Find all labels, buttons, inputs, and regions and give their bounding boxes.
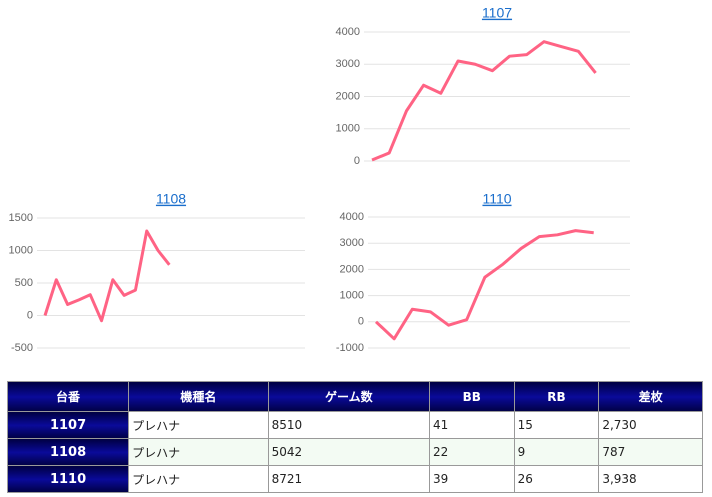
y-tick-label: 0 bbox=[358, 316, 364, 328]
header-cell: 差枚 bbox=[598, 381, 703, 412]
y-tick-label: 2000 bbox=[336, 90, 360, 102]
header-row: 台番 機種名 ゲーム数 BB RB 差枚 bbox=[6, 381, 703, 412]
cell: 2,730 bbox=[598, 411, 703, 439]
cell: プレハナ bbox=[128, 411, 269, 439]
y-tick-label: 0 bbox=[354, 155, 360, 167]
y-tick-label: 1000 bbox=[336, 123, 360, 135]
table-row: 1108 プレハナ 5042 22 9 787 bbox=[6, 438, 703, 466]
cell: 26 bbox=[513, 465, 600, 493]
cell: プレハナ bbox=[128, 465, 269, 493]
table-body: 1107 プレハナ 8510 41 15 2,730 1108 プレハナ 5042 22 9 787 1… bbox=[6, 411, 703, 493]
header-cell: RB bbox=[513, 381, 600, 412]
id-cell: 1110 bbox=[6, 465, 130, 493]
y-tick-label: 0 bbox=[27, 309, 33, 321]
y-tick-label: 3000 bbox=[336, 58, 360, 70]
data-table: 台番 機種名 ゲーム数 BB RB 差枚 1107 プレハナ 8510 41 15 2,730 110… bbox=[6, 381, 703, 493]
data-line bbox=[43, 229, 171, 323]
data-line bbox=[371, 40, 597, 162]
cell: 15 bbox=[513, 411, 600, 439]
charts: 1107 0 1000 2000 3000 4000 1108 -500 0 500 1000 150… bbox=[9, 5, 630, 354]
y-tick-label: -500 bbox=[11, 342, 33, 354]
header-cell: 台番 bbox=[6, 381, 130, 412]
y-tick-label: 4000 bbox=[340, 211, 364, 223]
chart-title[interactable]: 1108 bbox=[156, 191, 186, 207]
header-cell: BB bbox=[428, 381, 515, 412]
cell: 41 bbox=[428, 411, 515, 439]
y-tick-label: 4000 bbox=[336, 26, 360, 38]
y-tick-label: 1500 bbox=[9, 212, 33, 224]
cell: 8510 bbox=[267, 411, 430, 439]
table-row: 1110 プレハナ 8721 39 26 3,938 bbox=[6, 465, 703, 493]
id-cell: 1108 bbox=[6, 438, 130, 466]
table-row: 1107 プレハナ 8510 41 15 2,730 bbox=[6, 411, 703, 439]
y-tick-label: 1000 bbox=[9, 244, 33, 256]
y-tick-label: 500 bbox=[15, 277, 33, 289]
header-cell: ゲーム数 bbox=[267, 381, 430, 412]
cell: プレハナ bbox=[128, 438, 269, 466]
data-line bbox=[374, 229, 594, 341]
cell: 787 bbox=[598, 438, 703, 466]
y-tick-label: -1000 bbox=[336, 342, 364, 354]
header-cell: 機種名 bbox=[128, 381, 269, 412]
y-tick-label: 1000 bbox=[340, 290, 364, 302]
cell: 8721 bbox=[267, 465, 430, 493]
cell: 39 bbox=[428, 465, 515, 493]
chart-title[interactable]: 1110 bbox=[482, 191, 511, 207]
y-tick-label: 3000 bbox=[340, 237, 364, 249]
cell: 3,938 bbox=[598, 465, 703, 493]
cell: 22 bbox=[428, 438, 515, 466]
cell: 5042 bbox=[267, 438, 430, 466]
id-cell: 1107 bbox=[6, 411, 130, 439]
y-tick-label: 2000 bbox=[340, 263, 364, 275]
cell: 9 bbox=[513, 438, 600, 466]
chart-title[interactable]: 1107 bbox=[482, 5, 512, 21]
